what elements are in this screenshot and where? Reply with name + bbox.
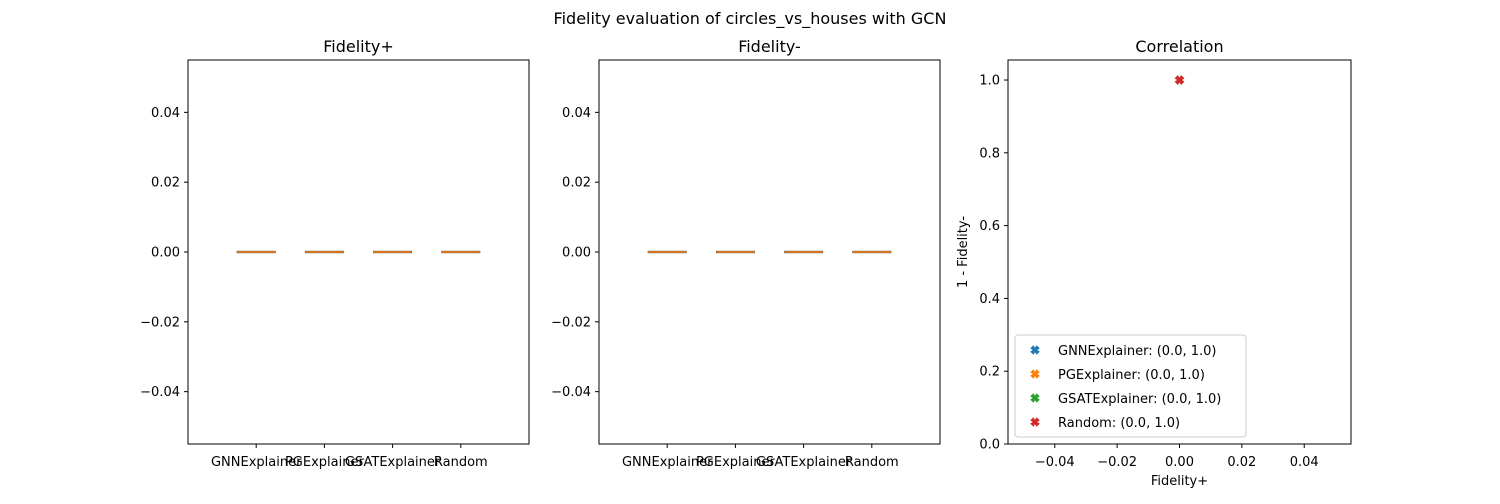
fidelity-plus-xtick-label: GSATExplainer xyxy=(345,455,441,470)
fidelity-plus-xtick-label: Random xyxy=(434,455,488,470)
fidelity-minus-title: Fidelity- xyxy=(738,37,801,56)
fidelity-plus-title: Fidelity+ xyxy=(323,37,394,56)
correlation-ytick-label: 0.2 xyxy=(979,365,1000,380)
correlation-ytick-label: 0.0 xyxy=(979,438,1000,453)
fidelity-plus-ytick-label: 0.04 xyxy=(151,106,180,121)
correlation-xtick-label: −0.04 xyxy=(1035,455,1075,470)
legend-frame xyxy=(1014,334,1247,438)
correlation-ylabel: 1 - Fidelity- xyxy=(956,216,971,288)
correlation-xtick-label: −0.02 xyxy=(1097,455,1137,470)
fidelity-minus-ytick-label: 0.04 xyxy=(562,106,591,121)
legend-label: GNNExplainer: (0.0, 1.0) xyxy=(1058,344,1217,359)
correlation-legend: GNNExplainer: (0.0, 1.0) PGExplainer: (0.… xyxy=(1014,334,1247,438)
correlation-xtick-label: 0.00 xyxy=(1165,455,1194,470)
legend-label: Random: (0.0, 1.0) xyxy=(1058,416,1180,431)
correlation-panel: Correlation −0.04 −0.02 0.00 0.02 0.04 0.0 0.2… xyxy=(956,37,1352,489)
correlation-ytick-label: 0.6 xyxy=(979,219,1000,234)
fidelity-minus-ytick-label: −0.04 xyxy=(551,385,591,400)
fidelity-plus-xtick-label: GNNExplainer xyxy=(211,455,302,470)
correlation-xtick-label: 0.04 xyxy=(1290,455,1319,470)
correlation-title: Correlation xyxy=(1135,37,1223,56)
legend-label: PGExplainer: (0.0, 1.0) xyxy=(1058,368,1205,383)
fidelity-minus-ytick-label: 0.00 xyxy=(562,246,591,261)
fidelity-minus-xtick-label: GNNExplainer xyxy=(622,455,713,470)
correlation-ytick-label: 0.4 xyxy=(979,292,1000,307)
fidelity-minus-axes-frame xyxy=(598,59,941,445)
fidelity-minus-ytick-label: 0.02 xyxy=(562,176,591,191)
fidelity-plus-xtick-label: PGExplainer xyxy=(285,455,364,470)
fidelity-plus-ytick-label: 0.02 xyxy=(151,176,180,191)
scatter-point xyxy=(1174,75,1185,85)
legend-marker xyxy=(1030,393,1040,403)
legend-marker xyxy=(1030,369,1040,379)
fidelity-plus-ytick-label: 0.00 xyxy=(151,246,180,261)
fidelity-minus-xtick-label: Random xyxy=(845,455,899,470)
fidelity-plus-ytick-label: −0.02 xyxy=(140,315,180,330)
correlation-marks: −0.04 −0.02 0.00 0.02 0.04 0.0 0.2 0.4 0.6 0.8 1.0 xyxy=(979,74,1318,470)
fidelity-plus-panel: Fidelity+ −0.04 −0.02 0.00 0.02 0.04 GNNExpla… xyxy=(140,37,530,470)
legend-marker xyxy=(1030,345,1040,355)
fidelity-minus-panel: Fidelity- −0.04 −0.02 0.00 0.02 0.04 GNNExpla… xyxy=(551,37,941,470)
fidelity-minus-xtick-label: PGExplainer xyxy=(696,455,775,470)
correlation-xtick-label: 0.02 xyxy=(1227,455,1256,470)
fidelity-minus-ytick-label: −0.02 xyxy=(551,315,591,330)
correlation-ytick-label: 1.0 xyxy=(979,74,1000,89)
correlation-axes-frame xyxy=(1007,59,1352,445)
fidelity-plus-ytick-label: −0.04 xyxy=(140,385,180,400)
figure-title: Fidelity evaluation of circles_vs_houses… xyxy=(554,9,947,29)
fidelity-minus-xtick-label: GSATExplainer xyxy=(756,455,852,470)
fidelity-plus-marks: −0.04 −0.02 0.00 0.02 0.04 GNNExplainerPGExpl… xyxy=(140,106,488,470)
correlation-ytick-label: 0.8 xyxy=(979,146,1000,161)
correlation-xlabel: Fidelity+ xyxy=(1151,474,1208,489)
fidelity-minus-marks: −0.04 −0.02 0.00 0.02 0.04 GNNExplainerPGExpl… xyxy=(551,106,899,470)
fidelity-plus-axes-frame xyxy=(187,59,530,445)
legend-label: GSATExplainer: (0.0, 1.0) xyxy=(1058,392,1221,407)
legend-marker xyxy=(1030,417,1040,427)
